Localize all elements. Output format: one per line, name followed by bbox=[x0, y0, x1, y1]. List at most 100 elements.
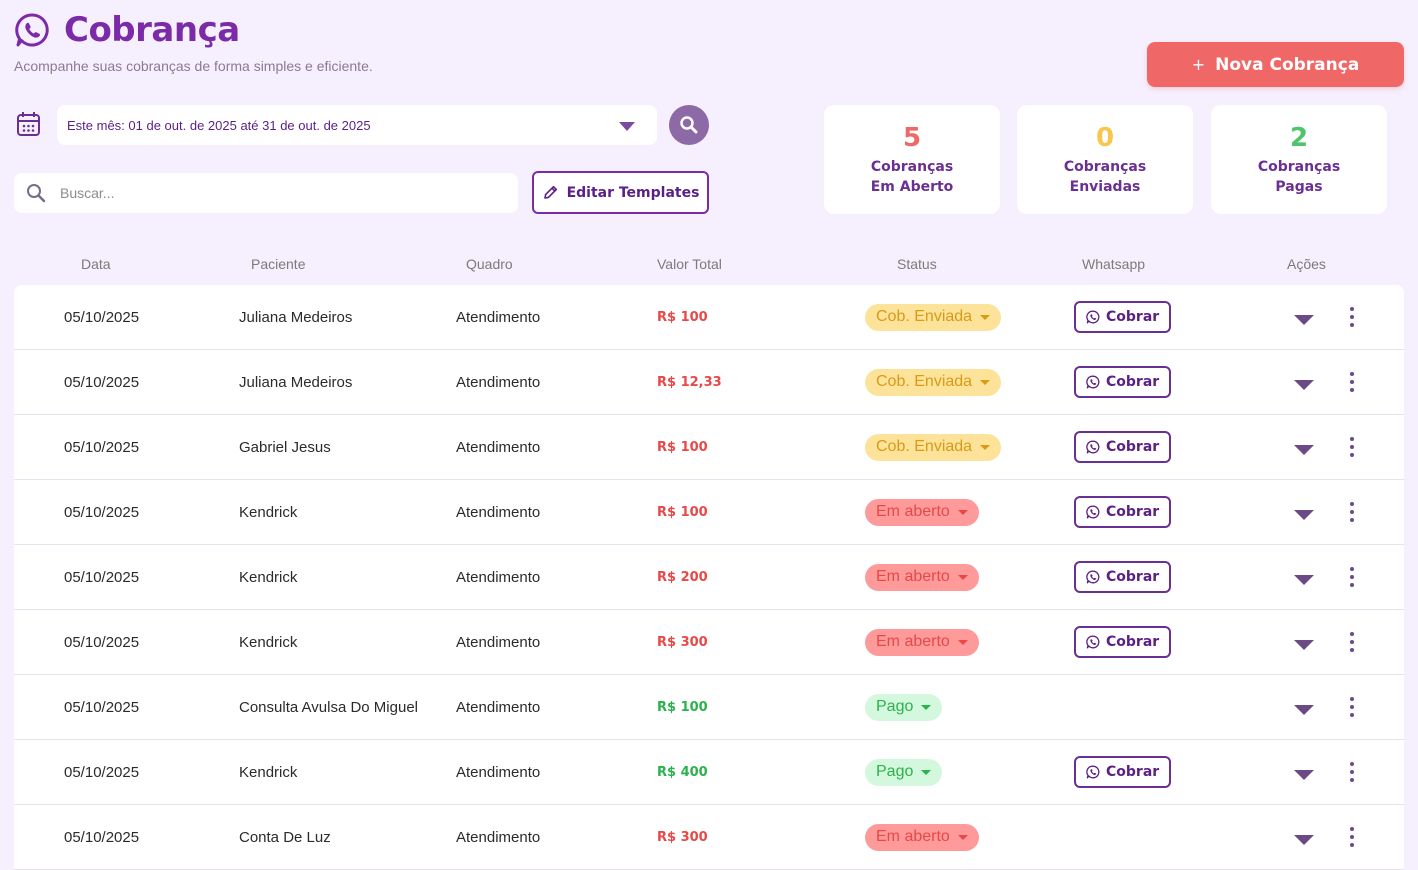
table-row[interactable]: 05/10/2025 Gabriel Jesus Atendimento R$ 100… bbox=[14, 415, 1404, 480]
chevron-down-icon bbox=[957, 574, 968, 580]
status-badge[interactable]: Cob. Enviada bbox=[865, 303, 1002, 331]
status-label: Cob. Enviada bbox=[876, 438, 973, 455]
cobrar-button[interactable]: Cobrar bbox=[1074, 301, 1172, 333]
table-row[interactable]: 05/10/2025 Juliana Medeiros Atendimento R$ … bbox=[14, 285, 1404, 350]
row-patient: Kendrick bbox=[239, 633, 298, 651]
page-header: Cobrança Acompanhe suas cobranças de for… bbox=[14, 10, 373, 74]
cobrar-button[interactable]: Cobrar bbox=[1074, 366, 1172, 398]
table-row[interactable]: 05/10/2025 Kendrick Atendimento R$ 400 Pago C… bbox=[14, 740, 1404, 805]
page-title: Cobrança bbox=[64, 10, 240, 50]
cobrar-button[interactable]: Cobrar bbox=[1074, 626, 1172, 658]
more-options-icon[interactable] bbox=[1350, 372, 1354, 392]
row-patient: Kendrick bbox=[239, 568, 298, 586]
more-options-icon[interactable] bbox=[1350, 502, 1354, 522]
whatsapp-icon bbox=[1086, 375, 1100, 389]
row-board: Atendimento bbox=[456, 828, 541, 846]
more-options-icon[interactable] bbox=[1350, 632, 1354, 652]
stat-paid-value: 2 bbox=[1289, 123, 1309, 153]
cobrar-button[interactable]: Cobrar bbox=[1074, 561, 1172, 593]
more-options-icon[interactable] bbox=[1350, 762, 1354, 782]
row-value: R$ 100 bbox=[657, 439, 708, 455]
column-header-board[interactable]: Quadro bbox=[466, 256, 513, 272]
row-date: 05/10/2025 bbox=[64, 633, 140, 651]
table-header: Data Paciente Quadro Valor Total Status … bbox=[0, 256, 1418, 276]
status-badge[interactable]: Cob. Enviada bbox=[865, 433, 1002, 461]
chevron-down-icon bbox=[957, 834, 968, 840]
status-badge[interactable]: Cob. Enviada bbox=[865, 368, 1002, 396]
status-badge[interactable]: Em aberto bbox=[865, 823, 979, 851]
column-header-value[interactable]: Valor Total bbox=[657, 256, 722, 272]
more-options-icon[interactable] bbox=[1350, 567, 1354, 587]
column-header-whatsapp[interactable]: Whatsapp bbox=[1082, 256, 1146, 272]
chevron-down-icon bbox=[921, 769, 932, 775]
table-row[interactable]: 05/10/2025 Conta De Luz Atendimento R$ 300 E… bbox=[14, 805, 1404, 870]
status-badge[interactable]: Em aberto bbox=[865, 498, 979, 526]
cobrar-label: Cobrar bbox=[1106, 569, 1160, 585]
expand-row-icon[interactable] bbox=[1294, 835, 1314, 845]
column-header-actions: Ações bbox=[1287, 256, 1326, 272]
row-board: Atendimento bbox=[456, 763, 541, 781]
status-badge[interactable]: Em aberto bbox=[865, 563, 979, 591]
date-range-value: Este mês: 01 de out. de 2025 até 31 de o… bbox=[67, 117, 371, 133]
stat-open: 5 Cobranças Em Aberto bbox=[824, 105, 1000, 214]
table-row[interactable]: 05/10/2025 Kendrick Atendimento R$ 100 Em ab… bbox=[14, 480, 1404, 545]
expand-row-icon[interactable] bbox=[1294, 770, 1314, 780]
more-options-icon[interactable] bbox=[1350, 307, 1354, 327]
column-header-date[interactable]: Data bbox=[81, 256, 111, 272]
stat-open-sublabel: Em Aberto bbox=[870, 179, 954, 195]
stat-paid: 2 Cobranças Pagas bbox=[1211, 105, 1387, 214]
status-label: Em aberto bbox=[876, 828, 950, 845]
edit-templates-button[interactable]: Editar Templates bbox=[532, 171, 709, 214]
date-range-select[interactable]: Este mês: 01 de out. de 2025 até 31 de o… bbox=[57, 105, 657, 145]
cobrar-button[interactable]: Cobrar bbox=[1074, 431, 1172, 463]
chevron-down-icon bbox=[980, 379, 991, 385]
status-badge[interactable]: Em aberto bbox=[865, 628, 979, 656]
expand-row-icon[interactable] bbox=[1294, 705, 1314, 715]
expand-row-icon[interactable] bbox=[1294, 640, 1314, 650]
cobrar-button[interactable]: Cobrar bbox=[1074, 756, 1172, 788]
expand-row-icon[interactable] bbox=[1294, 510, 1314, 520]
expand-row-icon[interactable] bbox=[1294, 315, 1314, 325]
stat-sent: 0 Cobranças Enviadas bbox=[1017, 105, 1193, 214]
column-header-status[interactable]: Status bbox=[897, 256, 937, 272]
search-button[interactable] bbox=[669, 105, 709, 145]
row-date: 05/10/2025 bbox=[64, 308, 140, 326]
row-date: 05/10/2025 bbox=[64, 763, 140, 781]
row-value: R$ 400 bbox=[657, 764, 708, 780]
calendar-icon[interactable] bbox=[16, 111, 41, 141]
chevron-down-icon bbox=[980, 314, 991, 320]
more-options-icon[interactable] bbox=[1350, 827, 1354, 847]
cobrar-label: Cobrar bbox=[1106, 504, 1160, 520]
status-label: Cob. Enviada bbox=[876, 308, 973, 325]
expand-row-icon[interactable] bbox=[1294, 380, 1314, 390]
status-badge[interactable]: Pago bbox=[865, 693, 943, 721]
row-patient: Conta De Luz bbox=[239, 828, 331, 846]
expand-row-icon[interactable] bbox=[1294, 575, 1314, 585]
more-options-icon[interactable] bbox=[1350, 437, 1354, 457]
row-value: R$ 100 bbox=[657, 309, 708, 325]
table-row[interactable]: 05/10/2025 Consulta Avulsa Do Miguel Atend… bbox=[14, 675, 1404, 740]
new-charge-button[interactable]: + Nova Cobrança bbox=[1147, 42, 1404, 87]
whatsapp-icon bbox=[1086, 570, 1100, 584]
stat-open-value: 5 bbox=[902, 123, 922, 153]
whatsapp-icon bbox=[1086, 310, 1100, 324]
table-row[interactable]: 05/10/2025 Kendrick Atendimento R$ 200 Em ab… bbox=[14, 545, 1404, 610]
status-label: Cob. Enviada bbox=[876, 373, 973, 390]
row-board: Atendimento bbox=[456, 438, 541, 456]
row-value: R$ 200 bbox=[657, 569, 708, 585]
more-options-icon[interactable] bbox=[1350, 697, 1354, 717]
cobrar-button[interactable]: Cobrar bbox=[1074, 496, 1172, 528]
search-field[interactable] bbox=[14, 173, 518, 213]
table-row[interactable]: 05/10/2025 Kendrick Atendimento R$ 300 Em ab… bbox=[14, 610, 1404, 675]
stat-sent-label: Cobranças bbox=[1063, 159, 1147, 175]
row-value: R$ 100 bbox=[657, 504, 708, 520]
expand-row-icon[interactable] bbox=[1294, 445, 1314, 455]
status-badge[interactable]: Pago bbox=[865, 758, 943, 786]
table-row[interactable]: 05/10/2025 Juliana Medeiros Atendimento R$ … bbox=[14, 350, 1404, 415]
search-input[interactable] bbox=[60, 185, 480, 201]
row-board: Atendimento bbox=[456, 568, 541, 586]
stat-paid-sublabel: Pagas bbox=[1275, 179, 1323, 195]
status-label: Em aberto bbox=[876, 633, 950, 650]
column-header-patient[interactable]: Paciente bbox=[251, 256, 306, 272]
row-date: 05/10/2025 bbox=[64, 503, 140, 521]
